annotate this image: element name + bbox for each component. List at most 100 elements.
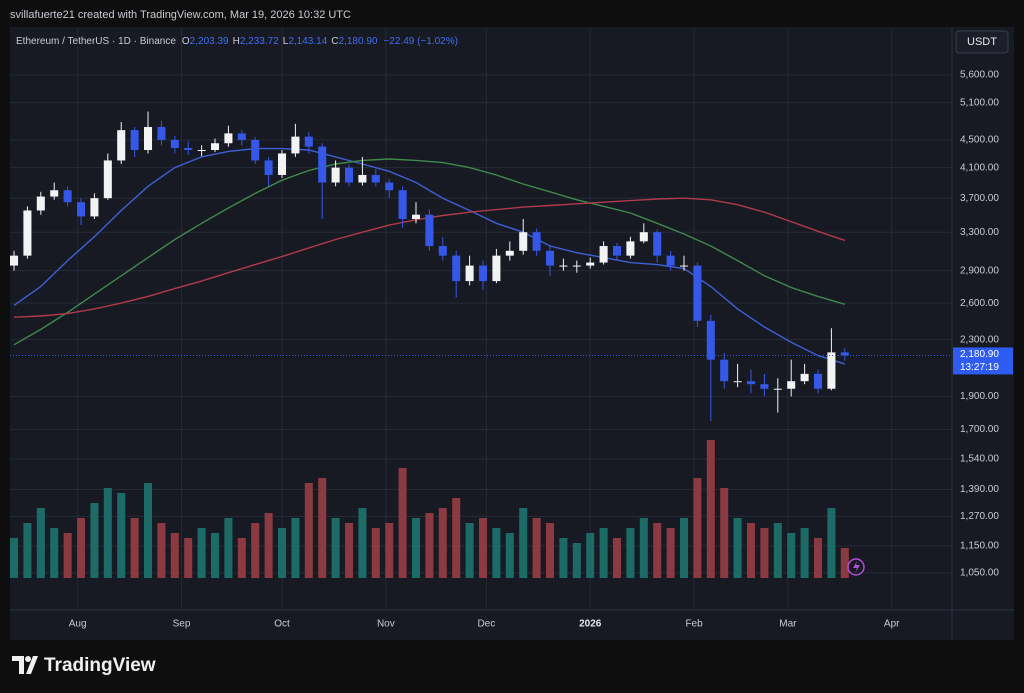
volume-bar <box>532 518 541 578</box>
alert-icon[interactable] <box>847 558 865 576</box>
volume-bar <box>666 528 675 578</box>
volume-bar <box>23 523 32 578</box>
volume-bar <box>277 528 287 578</box>
candle-body <box>23 210 32 256</box>
volume-bar <box>170 533 179 578</box>
candle-body <box>438 246 447 256</box>
y-tick-label: 5,600.00 <box>960 69 999 80</box>
volume-bar <box>36 508 45 578</box>
y-tick-label: 1,270.00 <box>960 511 999 522</box>
currency-button[interactable] <box>955 30 1009 54</box>
candle-body <box>773 388 782 390</box>
volume-bar <box>679 518 689 578</box>
y-tick-label: 4,100.00 <box>960 162 999 173</box>
y-tick-label: 1,540.00 <box>960 454 999 465</box>
volume-bar <box>331 518 340 578</box>
x-tick-label: Mar <box>779 619 797 630</box>
candle-body <box>224 133 233 144</box>
volume-bar <box>50 528 59 578</box>
volume-bar <box>157 523 166 578</box>
volume-bar <box>626 528 635 578</box>
volume-bar <box>693 478 702 578</box>
candle-body <box>76 202 86 217</box>
candle-body <box>277 153 287 175</box>
candle-body <box>760 384 769 389</box>
x-tick-label: Feb <box>685 619 703 630</box>
candle-body <box>706 320 715 360</box>
volume-bar <box>639 518 648 578</box>
x-tick-label: Nov <box>377 619 395 630</box>
last-price-label: 2,180.90 <box>960 349 999 360</box>
volume-bar <box>385 523 394 578</box>
candle-body <box>90 198 99 217</box>
volume-bar <box>733 518 742 578</box>
candle-body <box>385 182 394 191</box>
volume-bar <box>612 538 622 578</box>
high-key: H <box>233 36 240 47</box>
volume-bar <box>130 518 139 578</box>
candle-body <box>787 381 796 389</box>
candle-body <box>184 147 193 151</box>
currency[interactable]: USDT <box>967 36 997 48</box>
last-price-box <box>953 347 1013 375</box>
volume-bar <box>90 503 99 578</box>
volume-bar <box>63 533 72 578</box>
volume-bar <box>344 523 354 578</box>
volume-bar <box>184 538 193 578</box>
close-value: 2,180.90 <box>339 36 378 47</box>
candle-body <box>130 130 139 151</box>
candle-body <box>505 250 514 256</box>
candle-body <box>612 246 622 256</box>
candle-body <box>478 265 488 282</box>
x-tick-label: 2026 <box>579 619 602 630</box>
candle-body <box>251 139 260 161</box>
candle-body <box>398 190 407 219</box>
candle-body <box>170 139 179 148</box>
candle-body <box>103 160 112 199</box>
x-tick-label: Sep <box>173 619 191 630</box>
candle-body <box>210 143 220 151</box>
volume-bar <box>143 483 153 578</box>
moving-average <box>13 147 846 365</box>
candle-body <box>545 250 555 266</box>
candle-body <box>264 160 273 175</box>
open-value: 2,203.39 <box>190 36 229 47</box>
volume-bar <box>117 493 126 578</box>
candle-body <box>626 241 635 256</box>
candle-body <box>63 190 72 203</box>
volume-bar <box>653 523 662 578</box>
x-tick-label: Oct <box>274 619 290 630</box>
candle-body <box>653 232 662 256</box>
candle-body <box>143 126 153 151</box>
volume-bar <box>358 508 367 578</box>
candle-body <box>800 373 809 382</box>
volume-bar <box>773 523 782 578</box>
change: −22.49 (−1.02%) <box>383 36 458 47</box>
symbol: Ethereum / TetherUS · 1D · Binance <box>16 36 176 47</box>
candle-body <box>519 232 528 251</box>
legend: Ethereum / TetherUS · 1D · Binance O2,203… <box>16 36 458 47</box>
volume-bar <box>465 523 474 578</box>
candle-body <box>733 381 742 383</box>
y-tick-label: 1,050.00 <box>960 568 999 579</box>
candle-body <box>693 265 702 321</box>
volume-bar <box>599 528 608 578</box>
candle-body <box>371 174 380 183</box>
volume-bar <box>478 518 488 578</box>
y-tick-label: 1,150.00 <box>960 541 999 552</box>
volume-bar <box>492 528 501 578</box>
y-tick-label: 1,700.00 <box>960 424 999 435</box>
y-tick-label: 3,300.00 <box>960 227 999 238</box>
volume-bar <box>10 538 19 578</box>
volume-bar <box>318 478 327 578</box>
volume-bar <box>425 513 434 578</box>
volume-bar <box>505 533 514 578</box>
volume-bar <box>800 528 809 578</box>
volume-bar <box>411 518 421 578</box>
candle-body <box>666 255 675 266</box>
candle-body <box>639 232 648 242</box>
candle-body <box>237 133 246 140</box>
volume-bar <box>398 468 407 578</box>
candle-body <box>318 146 327 183</box>
y-tick-label: 4,500.00 <box>960 135 999 146</box>
